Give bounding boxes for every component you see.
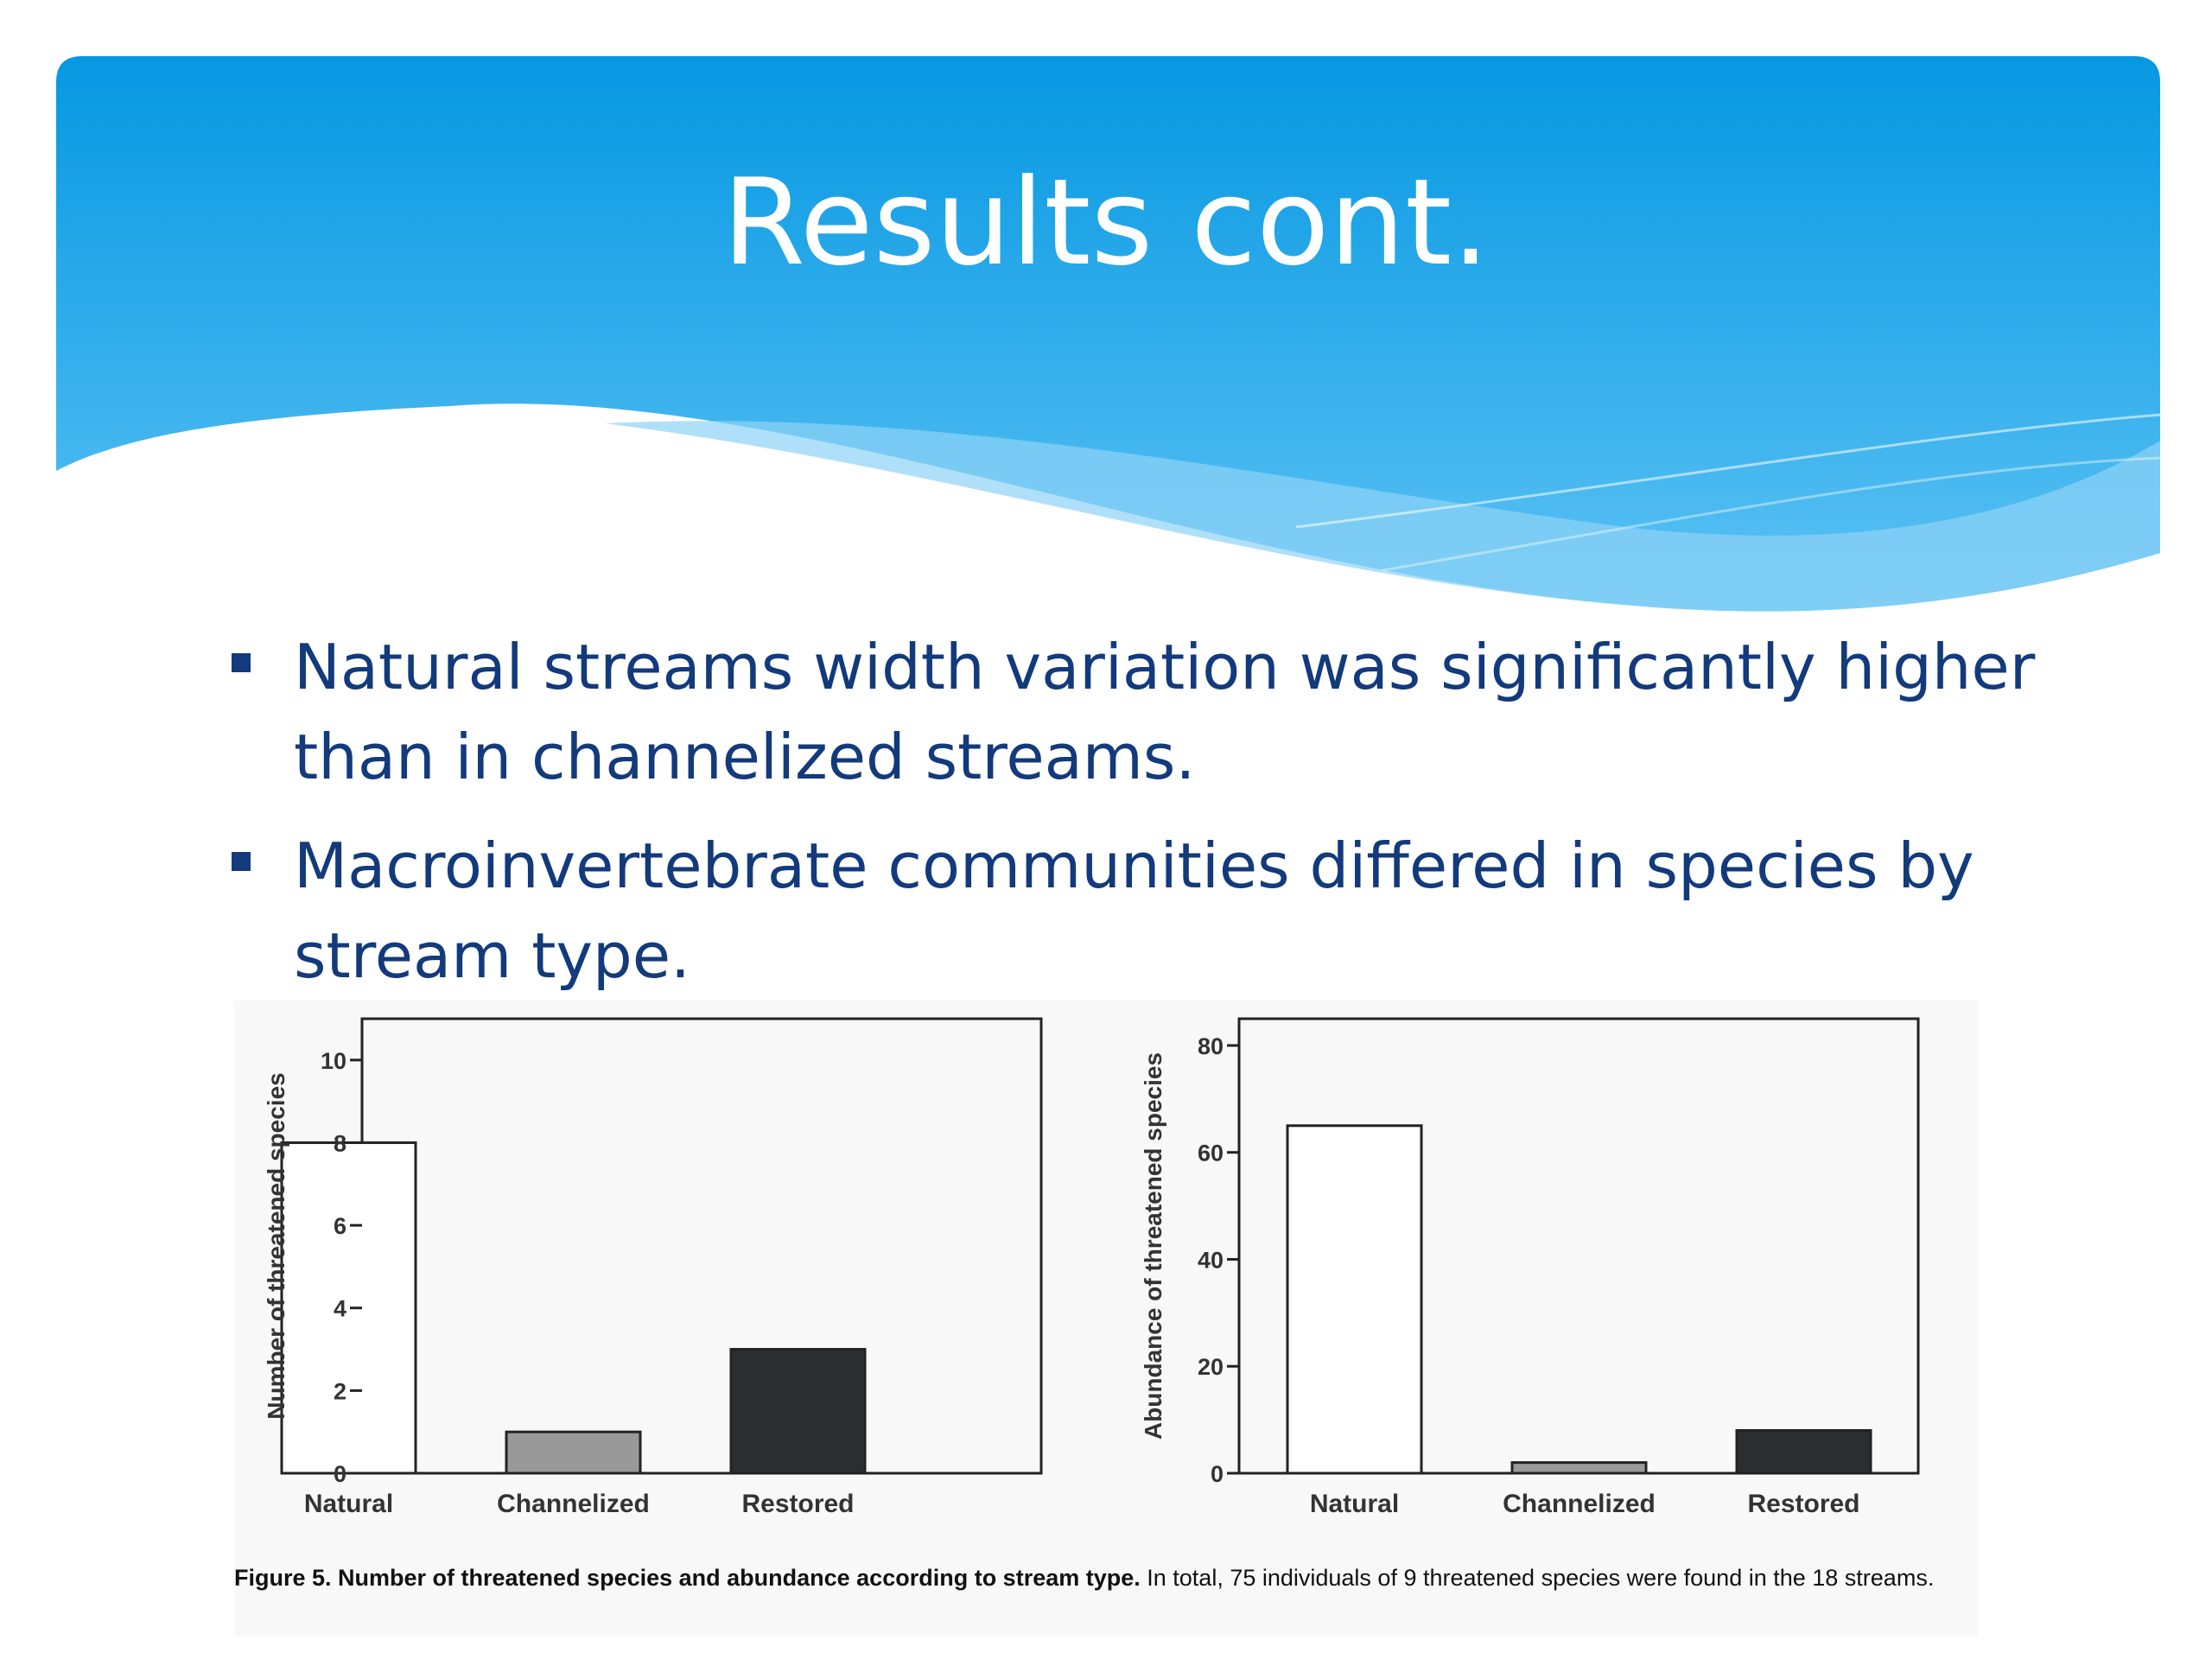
bullet-item: Natural streams width variation was sign… — [232, 622, 2046, 802]
figure-caption: Figure 5. Number of threatened species a… — [234, 1562, 1978, 1594]
y-tick-label: 10 — [321, 1048, 346, 1074]
bar-charts: Natural Channelized Restored 0 2 4 6 8 10 Number … — [263, 1017, 1920, 1518]
y-tick-label: 40 — [1198, 1247, 1224, 1273]
y-tick-label: 20 — [1198, 1354, 1224, 1380]
y-axis-label: Number of threatened species — [263, 1072, 289, 1419]
slide-title: Results cont. — [722, 153, 1490, 292]
y-tick-label: 80 — [1198, 1033, 1224, 1059]
bullet-text: Natural streams width variation was sign… — [294, 631, 2036, 793]
bar-natural — [280, 1141, 417, 1475]
y-tick-label: 8 — [334, 1130, 346, 1156]
caption-bold: Figure 5. Number of threatened species a… — [234, 1565, 1141, 1591]
y-tick-label: 0 — [1211, 1461, 1224, 1487]
x-tick-label: Restored — [741, 1490, 854, 1518]
square-bullet-icon — [232, 852, 251, 871]
y-tick-label: 0 — [334, 1461, 346, 1487]
bullet-list: Natural streams width variation was sign… — [232, 622, 2046, 1020]
figure-panel: Natural Channelized Restored 0 2 4 6 8 10 Number … — [234, 1001, 1978, 1636]
x-tick-label: Restored — [1747, 1490, 1859, 1518]
header-banner — [56, 56, 2161, 612]
y-tick-label: 6 — [334, 1213, 346, 1239]
y-axis-label: Abundance of threatened species — [1140, 1052, 1166, 1440]
y-tick-label: 2 — [334, 1378, 346, 1404]
bar-channelized — [1510, 1461, 1648, 1475]
bullet-item: Macroinvertebrate communities differed i… — [232, 821, 2046, 1001]
x-tick-label: Natural — [1310, 1490, 1399, 1518]
bar-natural — [1286, 1124, 1423, 1475]
x-tick-label: Channelized — [497, 1490, 650, 1518]
square-bullet-icon — [232, 653, 251, 672]
x-tick-label: Channelized — [1503, 1490, 1656, 1518]
chart-frame — [360, 1017, 1043, 1475]
bar-channelized — [505, 1430, 642, 1475]
banner-wave-thin — [1295, 413, 2161, 529]
bar-restored — [729, 1348, 867, 1475]
y-tick-label: 4 — [334, 1296, 346, 1322]
caption-text: In total, 75 individuals of 9 threatened… — [1140, 1565, 1935, 1591]
banner-shape — [56, 56, 2160, 612]
y-tick-label: 60 — [1198, 1141, 1224, 1166]
bar-restored — [1735, 1428, 1872, 1475]
bullet-text: Macroinvertebrate communities differed i… — [294, 830, 1974, 992]
x-tick-label: Natural — [304, 1490, 393, 1518]
banner-wave-thin-2 — [1382, 456, 2161, 572]
